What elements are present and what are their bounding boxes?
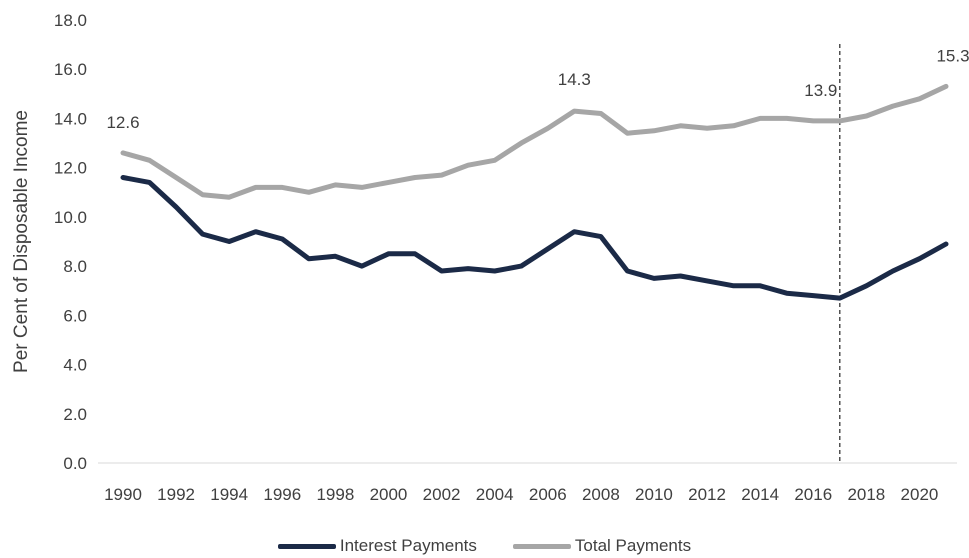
x-tick-label: 2012 [688, 485, 726, 504]
y-axis-label: Per Cent of Disposable Income [11, 110, 32, 373]
x-tick-label: 1998 [316, 485, 354, 504]
y-tick-label: 8.0 [63, 257, 87, 276]
data-label-1990: 12.6 [106, 113, 139, 132]
x-tick-label: 2010 [635, 485, 673, 504]
data-label-2017: 13.9 [804, 81, 837, 100]
y-tick-label: 14.0 [54, 109, 87, 128]
series-line-interest-payments [123, 178, 946, 299]
x-tick-label: 2008 [582, 485, 620, 504]
y-tick-label: 2.0 [63, 405, 87, 424]
x-tick-label: 1996 [263, 485, 301, 504]
y-tick-label: 18.0 [54, 11, 87, 30]
legend-label-interest: Interest Payments [340, 536, 477, 556]
x-tick-label: 2018 [847, 485, 885, 504]
x-tick-label: 2004 [476, 485, 514, 504]
data-label-2007: 14.3 [558, 70, 591, 89]
y-tick-label: 6.0 [63, 306, 87, 325]
line-chart: Per Cent of Disposable Income 0.0 2.0 4.0 6… [0, 0, 969, 534]
y-tick-label: 0.0 [63, 454, 87, 473]
legend-swatch-interest [278, 544, 336, 549]
x-tick-label: 1994 [210, 485, 248, 504]
x-tick-label: 1992 [157, 485, 195, 504]
y-axis-ticks: 0.0 2.0 4.0 6.0 8.0 10.0 12.0 14.0 16.0 18.0 [54, 11, 87, 473]
legend-item-interest: Interest Payments [278, 536, 477, 556]
data-label-2021: 15.3 [936, 46, 969, 65]
x-tick-label: 2014 [741, 485, 779, 504]
x-tick-label: 2006 [529, 485, 567, 504]
legend-label-total: Total Payments [575, 536, 691, 556]
legend-item-total: Total Payments [513, 536, 691, 556]
x-axis-ticks: 1990 1992 1994 1996 1998 2000 2002 2004 2006 2008… [104, 485, 938, 504]
legend-swatch-total [513, 544, 571, 549]
x-tick-label: 2020 [901, 485, 939, 504]
series-lines [123, 86, 946, 298]
series-line-total-payments [123, 86, 946, 197]
legend: Interest Payments Total Payments [0, 534, 969, 558]
x-tick-label: 2002 [423, 485, 461, 504]
x-tick-label: 2000 [370, 485, 408, 504]
x-tick-label: 2016 [794, 485, 832, 504]
y-tick-label: 16.0 [54, 60, 87, 79]
y-tick-label: 12.0 [54, 159, 87, 178]
x-tick-label: 1990 [104, 485, 142, 504]
y-tick-label: 4.0 [63, 356, 87, 375]
y-tick-label: 10.0 [54, 208, 87, 227]
